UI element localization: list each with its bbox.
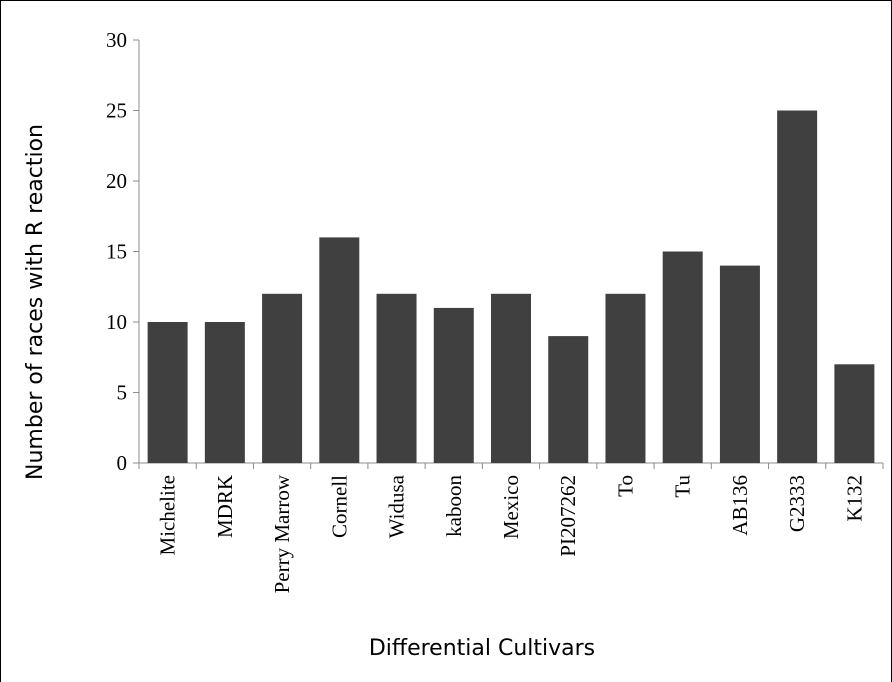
y-axis-title: Number of races with R reaction xyxy=(23,124,48,480)
x-tick-label: Tu xyxy=(671,475,695,498)
bar xyxy=(719,265,760,463)
x-tick-label: Widusa xyxy=(385,474,409,538)
x-tick-label: kaboon xyxy=(442,475,466,537)
y-tick-label: 0 xyxy=(117,451,128,475)
bar xyxy=(605,293,646,463)
x-tick-label: Michelite xyxy=(156,475,180,555)
x-tick-label: G2333 xyxy=(785,475,809,532)
bar xyxy=(319,237,360,463)
y-tick-label: 25 xyxy=(106,99,127,123)
x-tick-label: MDRK xyxy=(213,475,237,538)
bar xyxy=(262,293,303,463)
y-tick-label: 10 xyxy=(106,310,127,334)
x-tick-label: AB136 xyxy=(728,475,752,536)
bar xyxy=(548,336,589,463)
bar xyxy=(376,293,417,463)
x-tick-label: K132 xyxy=(842,475,866,522)
bar xyxy=(834,364,875,463)
y-tick-label: 30 xyxy=(106,28,127,52)
x-axis-title: Differential Cultivars xyxy=(369,636,595,661)
bar xyxy=(433,307,474,463)
plot-area: 0 5 10 15 20 25 30 Michelite MDRK Perry Marrow Cor… xyxy=(106,28,884,593)
bar xyxy=(147,322,188,463)
bar xyxy=(204,322,245,463)
bar xyxy=(662,251,703,463)
x-tick-label: Perry Marrow xyxy=(270,474,294,593)
x-tick-label: To xyxy=(613,475,637,497)
bar xyxy=(777,110,818,463)
y-tick-label: 15 xyxy=(106,240,127,264)
x-tick-label: Mexico xyxy=(499,475,523,539)
x-tick-label: Cornell xyxy=(327,475,351,538)
x-tick-label: PI207262 xyxy=(556,475,580,557)
y-tick-label: 20 xyxy=(106,169,127,193)
y-tick-label: 5 xyxy=(117,381,128,405)
bar xyxy=(491,293,531,463)
